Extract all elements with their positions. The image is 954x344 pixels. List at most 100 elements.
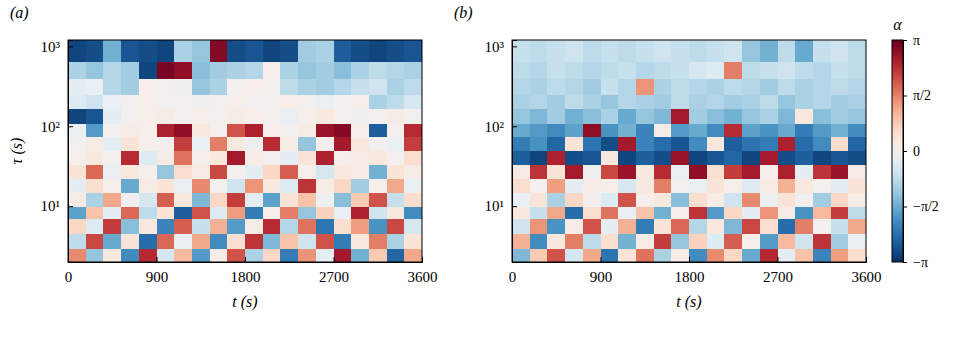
cell bbox=[245, 234, 263, 249]
cells bbox=[512, 40, 866, 262]
cell bbox=[636, 192, 654, 207]
x-tick-mark bbox=[689, 257, 690, 262]
cell bbox=[636, 61, 654, 78]
x-tick-label: 2700 bbox=[319, 269, 349, 285]
cell bbox=[334, 179, 352, 193]
cell bbox=[689, 136, 707, 151]
x-tick-label: 3600 bbox=[408, 269, 438, 285]
cell bbox=[778, 109, 796, 124]
cell bbox=[813, 78, 831, 95]
x-tick-mark bbox=[245, 257, 246, 262]
cell bbox=[601, 109, 619, 124]
cell bbox=[245, 150, 263, 165]
cell bbox=[103, 206, 121, 219]
cell bbox=[404, 109, 422, 124]
cell bbox=[192, 123, 210, 137]
cell bbox=[86, 165, 104, 180]
cell bbox=[671, 94, 689, 109]
cell bbox=[778, 123, 796, 137]
cell bbox=[210, 248, 228, 262]
y-tick: 10³ bbox=[41, 39, 74, 55]
cell bbox=[86, 40, 104, 62]
cell bbox=[778, 94, 796, 109]
cell bbox=[831, 61, 849, 78]
y-axis-title: τ (s) bbox=[8, 138, 26, 165]
cell bbox=[654, 248, 672, 262]
cell bbox=[139, 206, 157, 219]
cell bbox=[334, 165, 352, 180]
cell bbox=[227, 136, 245, 151]
cell bbox=[689, 40, 707, 62]
x-axis-title: t (s) bbox=[676, 293, 701, 311]
cell bbox=[280, 234, 298, 249]
y-tick: 10¹ bbox=[41, 198, 74, 214]
cell bbox=[192, 40, 210, 62]
cell bbox=[512, 61, 530, 78]
cell bbox=[210, 192, 228, 207]
cell bbox=[547, 136, 565, 151]
cell bbox=[530, 61, 548, 78]
y-tick-label: 10³ bbox=[41, 39, 61, 55]
colorbar-frame bbox=[892, 40, 903, 262]
cell bbox=[387, 94, 405, 109]
cell bbox=[227, 94, 245, 109]
x-tick: 1800 bbox=[231, 257, 261, 285]
cell bbox=[68, 219, 86, 235]
cell bbox=[121, 109, 139, 124]
cell bbox=[742, 61, 760, 78]
cell bbox=[210, 219, 228, 235]
cell bbox=[778, 179, 796, 193]
cell bbox=[139, 234, 157, 249]
cell bbox=[404, 78, 422, 95]
cell bbox=[512, 123, 530, 137]
cell bbox=[121, 61, 139, 78]
cell bbox=[795, 206, 813, 219]
cell bbox=[724, 109, 742, 124]
cell bbox=[512, 40, 530, 62]
cell bbox=[121, 219, 139, 235]
cell bbox=[778, 78, 796, 95]
cell bbox=[848, 78, 866, 95]
cell bbox=[601, 61, 619, 78]
y-axis-line bbox=[69, 41, 74, 263]
cell bbox=[654, 136, 672, 151]
cell bbox=[848, 40, 866, 62]
cell bbox=[245, 78, 263, 95]
cell bbox=[192, 219, 210, 235]
cell bbox=[157, 78, 175, 95]
cell bbox=[86, 150, 104, 165]
cell bbox=[86, 234, 104, 249]
cell bbox=[157, 206, 175, 219]
cell bbox=[227, 179, 245, 193]
cell bbox=[795, 192, 813, 207]
cell bbox=[369, 248, 387, 262]
cell bbox=[298, 179, 316, 193]
cell bbox=[831, 136, 849, 151]
cell bbox=[404, 192, 422, 207]
cell bbox=[245, 192, 263, 207]
cell bbox=[263, 219, 281, 235]
cell bbox=[121, 165, 139, 180]
cell bbox=[671, 179, 689, 193]
cell bbox=[547, 150, 565, 165]
cell bbox=[298, 219, 316, 235]
cell bbox=[103, 40, 121, 62]
cell bbox=[530, 40, 548, 62]
cell bbox=[103, 192, 121, 207]
cell bbox=[601, 136, 619, 151]
cell bbox=[316, 234, 334, 249]
cell bbox=[654, 234, 672, 249]
cell bbox=[121, 248, 139, 262]
cell bbox=[512, 192, 530, 207]
cell bbox=[707, 192, 725, 207]
cell bbox=[848, 150, 866, 165]
cell bbox=[157, 234, 175, 249]
cell bbox=[689, 61, 707, 78]
cell bbox=[565, 234, 583, 249]
cell bbox=[316, 94, 334, 109]
colorbar-title: α bbox=[893, 16, 902, 33]
cell bbox=[618, 40, 636, 62]
cell bbox=[351, 234, 369, 249]
cell bbox=[831, 192, 849, 207]
cell bbox=[298, 248, 316, 262]
